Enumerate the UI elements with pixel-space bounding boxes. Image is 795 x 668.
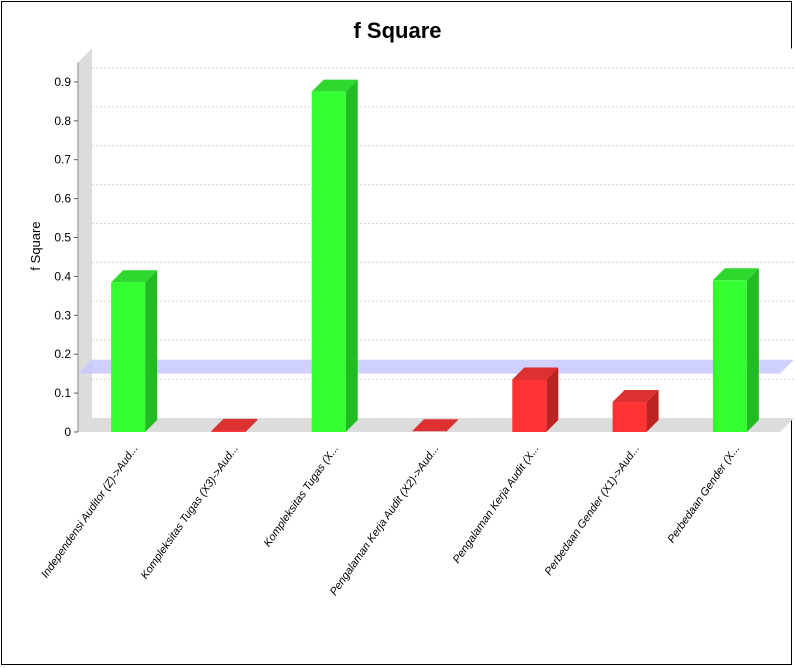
bar-side	[646, 390, 659, 432]
bar-top	[111, 270, 158, 283]
y-tick-label: 0.8	[54, 114, 71, 128]
x-tick-label: Independensi Auditor (Z)->Aud...	[39, 443, 140, 581]
x-tick-label: Pengalaman Kerja Audit (X...	[451, 443, 542, 566]
bar-top	[311, 79, 358, 92]
bar-2	[211, 418, 258, 432]
bar-top	[612, 390, 659, 403]
bar-side	[446, 419, 458, 432]
y-tick-label: 0.6	[54, 192, 71, 206]
bar-top	[412, 419, 458, 432]
y-tick-label: 0.5	[54, 231, 71, 245]
y-tick-label: 0.4	[54, 269, 71, 283]
bar-front	[111, 282, 146, 432]
bar-side	[245, 418, 258, 432]
bar-front	[311, 91, 346, 432]
bar-3	[311, 79, 358, 432]
bar-top	[512, 367, 559, 380]
back-wall	[92, 48, 794, 418]
bar-5	[512, 367, 559, 432]
bar-side	[546, 367, 559, 432]
chart-grid	[92, 67, 794, 380]
x-tick-label: Perbedaan Gender (X...	[665, 443, 742, 546]
y-tick-label: 0.2	[54, 347, 71, 361]
bar-front	[512, 379, 547, 432]
bar-side	[746, 268, 759, 432]
bar-top	[712, 268, 759, 281]
bar-front	[211, 430, 246, 432]
chart-bars	[78, 79, 794, 432]
x-tick-label: Kompleksitas Tugas (X3)->Aud...	[139, 443, 241, 582]
y-tick-label: 0	[64, 425, 71, 439]
y-tick-label: 0.9	[54, 75, 71, 89]
threshold-band	[78, 359, 794, 374]
y-axis-label: f Square	[28, 221, 43, 270]
bar-side	[345, 79, 358, 432]
x-tick-label: Pengalaman Kerja Audit (X2)->Aud...	[328, 443, 442, 598]
y-axis: 0 0.1 0.2 0.3 0.4 0.5 0.6 0.7 0.8 0.9	[54, 62, 79, 439]
bar-front	[612, 402, 647, 432]
bar-top	[211, 418, 258, 431]
bar-4	[412, 419, 458, 432]
bar-7	[712, 268, 759, 432]
x-tick-label: Kompleksitas Tugas (X...	[262, 443, 341, 549]
bar-1	[111, 270, 158, 432]
left-wall	[78, 48, 92, 432]
y-tick-label: 0.3	[54, 308, 71, 322]
y-tick-label: 0.7	[54, 153, 71, 167]
bar-side	[145, 270, 158, 432]
chart-title: f Square	[353, 18, 442, 43]
x-tick-label: Perbedaan Gender (X1)->Aud...	[543, 443, 642, 578]
x-axis: Independensi Auditor (Z)->Aud...Kompleks…	[39, 443, 742, 598]
chart-walls	[78, 48, 794, 432]
bar-front	[712, 280, 747, 432]
bar-6	[612, 390, 659, 432]
y-tick-label: 0.1	[54, 386, 71, 400]
